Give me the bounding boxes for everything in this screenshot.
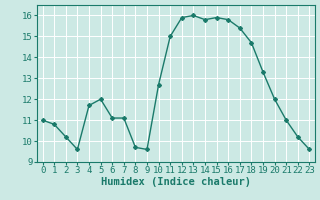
X-axis label: Humidex (Indice chaleur): Humidex (Indice chaleur) [101,177,251,187]
